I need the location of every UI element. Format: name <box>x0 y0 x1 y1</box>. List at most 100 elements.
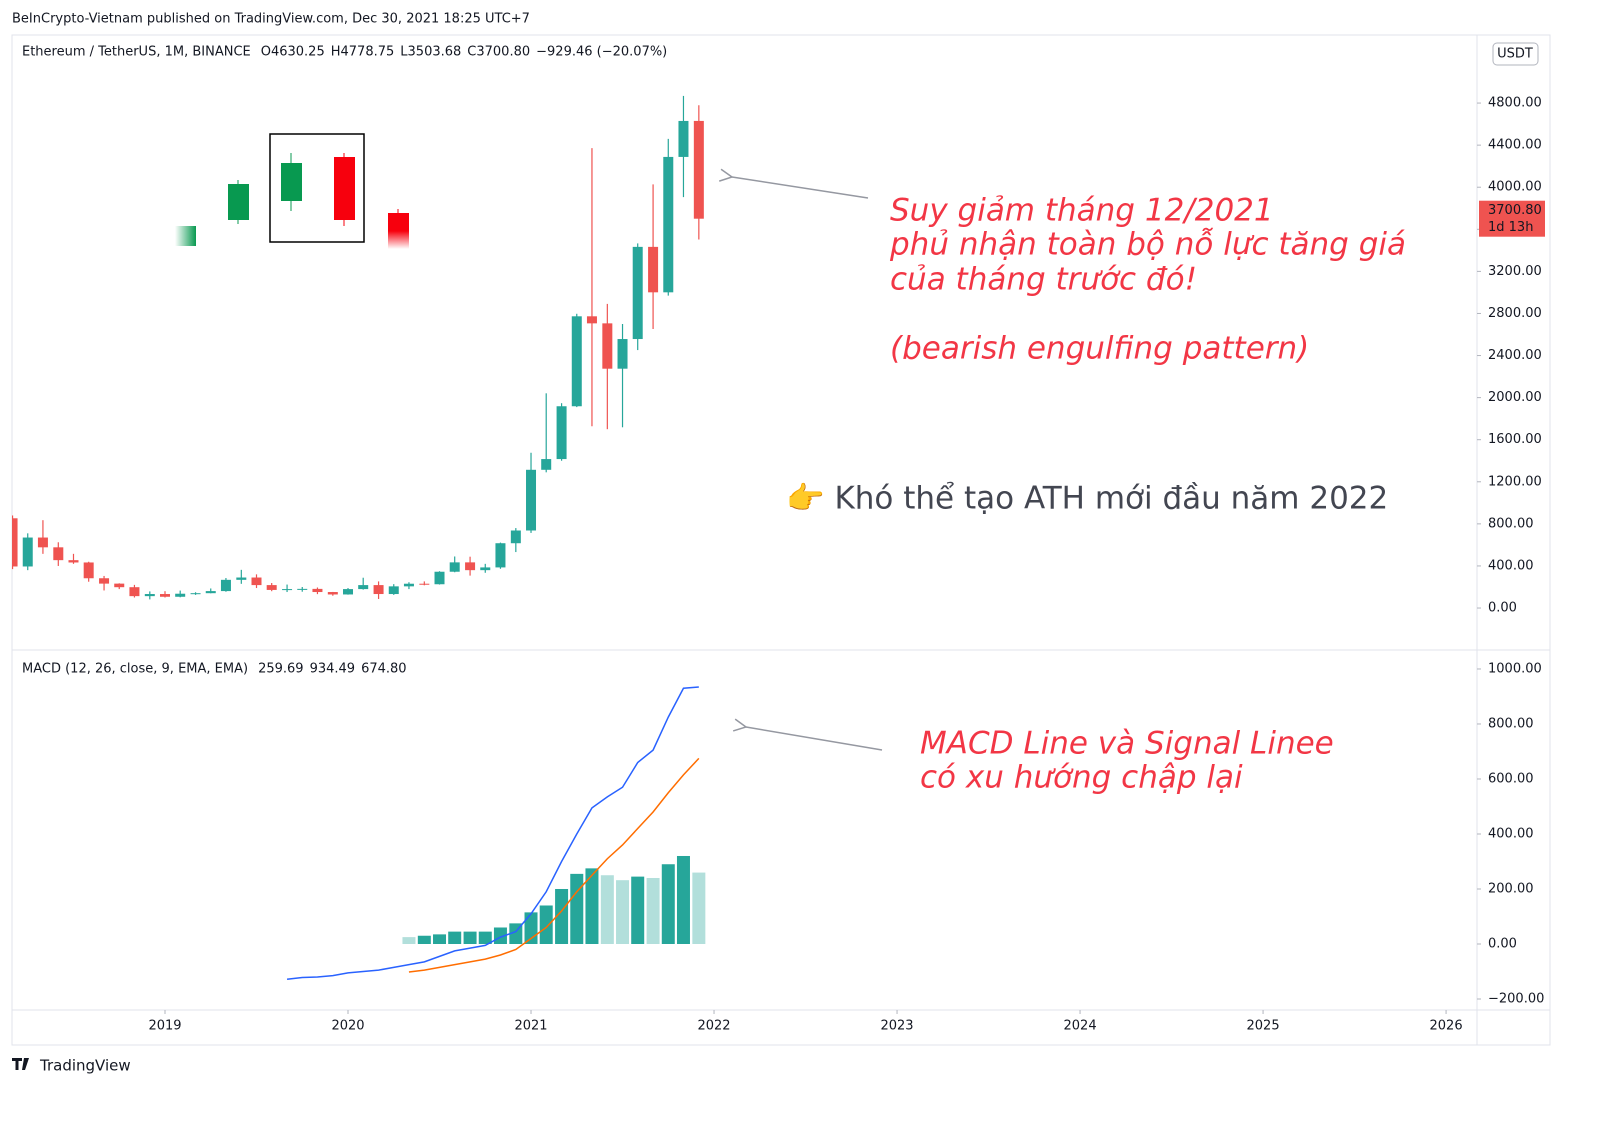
candle-body <box>510 530 521 544</box>
candle-body <box>205 591 216 594</box>
annotation: (bearish engulfing pattern) <box>890 331 1309 367</box>
legend-item: H4778.75 <box>331 45 395 60</box>
histogram-bar <box>463 931 477 944</box>
legend-item: L3503.68 <box>400 45 461 60</box>
legend-item: 934.49 <box>310 662 356 677</box>
candle-body <box>22 537 33 567</box>
inset-candle <box>228 184 249 220</box>
y-tick-label: 4400.00 <box>1488 138 1542 153</box>
candle-body <box>12 518 18 567</box>
y-tick-label: 600.00 <box>1488 771 1534 786</box>
candle-body <box>190 593 201 595</box>
histogram-bar <box>402 937 416 944</box>
candle-body <box>434 571 445 585</box>
y-tick-label: 200.00 <box>1488 881 1534 896</box>
annotation: MACD Line và Signal Linee <box>920 726 1334 762</box>
candle-body <box>83 562 94 579</box>
candle-body <box>282 589 293 591</box>
candle-body <box>53 547 64 561</box>
histogram-bar <box>646 877 660 944</box>
y-tick-label: 2000.00 <box>1488 390 1542 405</box>
candle-body <box>327 592 338 595</box>
histogram-bar <box>676 855 690 944</box>
histogram-bar <box>570 873 584 944</box>
candle-body <box>144 594 155 597</box>
annotation: Suy giảm tháng 12/2021 <box>890 193 1274 229</box>
currency-badge[interactable] <box>1492 42 1539 66</box>
legend-item: C3700.80 <box>467 45 530 60</box>
legend-item: MACD (12, 26, close, 9, EMA, EMA) <box>22 662 248 677</box>
legend-item: −929.46 (−20.07%) <box>536 45 667 60</box>
histogram-bar <box>555 888 569 944</box>
histogram-bar <box>616 880 630 944</box>
histogram-bar <box>417 935 431 944</box>
y-tick-label: −200.00 <box>1488 991 1544 1006</box>
candle-body <box>266 585 277 590</box>
candle-body <box>343 589 354 595</box>
candle-body <box>632 246 643 340</box>
histogram-bar <box>539 905 553 944</box>
candle-body <box>388 586 399 595</box>
candle-body <box>236 577 247 580</box>
candle-body <box>465 562 476 571</box>
macd-line <box>408 757 700 973</box>
y-tick-label: 1000.00 <box>1488 661 1542 676</box>
y-tick-label: 2400.00 <box>1488 348 1542 363</box>
y-tick-label: 800.00 <box>1488 516 1534 531</box>
price-tag-value: 3700.80 <box>1488 203 1542 218</box>
legend-item: 259.69 <box>258 662 304 677</box>
candle-body <box>480 567 491 571</box>
histogram-bar <box>692 872 706 944</box>
y-tick-label: 0.00 <box>1488 601 1517 616</box>
candle-body <box>419 583 430 585</box>
histogram-bar <box>493 927 507 944</box>
candle-body <box>602 323 613 369</box>
x-tick-label: 2024 <box>1064 1019 1097 1034</box>
publisher: BeInCrypto-Vietnam published on TradingV… <box>12 12 530 27</box>
candle-body <box>373 585 384 595</box>
candle-body <box>358 585 369 590</box>
candle-body <box>571 316 582 407</box>
candle-body <box>495 543 506 568</box>
inset-candle <box>334 157 355 220</box>
histogram-bar <box>478 931 492 944</box>
candle-body <box>99 578 110 584</box>
annotation: 👉 Khó thể tạo ATH mới đầu năm 2022 <box>786 481 1388 517</box>
brand: TradingView <box>39 1057 131 1075</box>
histogram-bar <box>661 864 675 944</box>
candle-body <box>312 588 323 593</box>
candle-body <box>37 537 48 548</box>
candle-body <box>693 120 704 219</box>
y-tick-label: 4000.00 <box>1488 180 1542 195</box>
price-tag <box>1479 200 1545 237</box>
currency[interactable]: USDT <box>1497 47 1533 62</box>
y-tick-label: 400.00 <box>1488 558 1534 573</box>
x-tick-label: 2025 <box>1247 1019 1280 1034</box>
annotation: phủ nhận toàn bộ nỗ lực tăng giá <box>889 227 1406 263</box>
candle-body <box>68 560 79 563</box>
candle-body <box>403 583 414 587</box>
y-tick-label: 800.00 <box>1488 716 1534 731</box>
x-tick-label: 2023 <box>880 1019 913 1034</box>
y-tick-label: 0.00 <box>1488 936 1517 951</box>
candle-body <box>526 469 537 531</box>
candle-body <box>617 339 628 369</box>
candles <box>12 95 704 600</box>
macd-line <box>286 686 699 980</box>
candle-body <box>114 583 125 588</box>
x-tick-label: 2019 <box>148 1019 181 1034</box>
price-tag-countdown: 1d 13h <box>1488 220 1533 235</box>
y-tick-label: 1600.00 <box>1488 432 1542 447</box>
annotation: có xu hướng chập lại <box>920 760 1243 796</box>
arrow <box>746 727 883 751</box>
y-tick-label: 1200.00 <box>1488 474 1542 489</box>
inset-candle <box>388 213 409 249</box>
y-tick-label: 4800.00 <box>1488 96 1542 111</box>
candle-body <box>297 588 308 590</box>
candle-body <box>541 459 552 470</box>
x-tick-label: 2022 <box>697 1019 730 1034</box>
inset-candle <box>175 226 196 246</box>
legend-item: 674.80 <box>361 662 407 677</box>
candle-body <box>175 593 186 597</box>
